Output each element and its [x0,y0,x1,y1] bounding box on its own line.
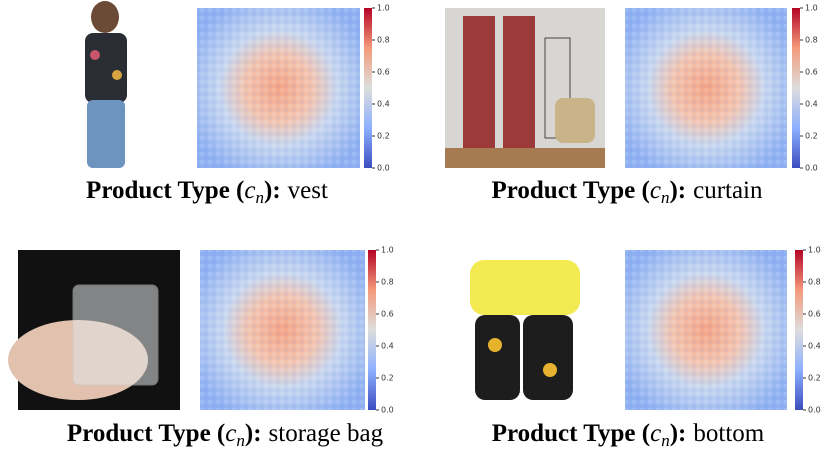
colorbar-tick-label: 0.6 [805,68,818,77]
caption-label: Product Type ( [86,177,244,204]
caption-value: curtain [693,177,763,204]
colorbar-tick-label: 0.2 [377,132,390,141]
panel: 0.0 0.2 0.4 0.6 0.8 1.0 Product Type (cn): curt… [445,4,818,207]
heatmap-texture [197,8,360,168]
pants-right [523,315,573,400]
caption: Product Type (cn): curtain [491,177,763,207]
curtain-left [463,16,495,148]
caption-suffix: ): [669,177,686,204]
colorbar-tick-label: 0.2 [381,374,394,383]
colorbar [792,8,800,168]
vest-flower [90,50,100,60]
colorbar-tick-label: 0.4 [381,342,394,351]
pants-left [475,315,520,400]
panel: 0.0 0.2 0.4 0.6 0.8 1.0 Product Type (cn): stor… [8,246,394,450]
colorbar-tick-label: 0.8 [805,36,818,45]
caption-suffix: ): [245,420,262,447]
caption-value: vest [288,177,328,204]
caption-subscript: n [661,188,670,207]
caption-value: bottom [693,420,764,447]
heatmap-texture [625,250,787,410]
caption-suffix: ): [670,420,687,447]
heatmap-texture [625,8,787,168]
armchair [555,98,595,143]
colorbar-tick-label: 0.0 [377,164,390,173]
vest-head [91,1,119,33]
caption-label: Product Type ( [67,420,225,447]
caption-subscript: n [236,431,245,450]
colorbar-tick-label: 0.6 [377,68,390,77]
sunflower [543,363,557,377]
room-floor [445,148,605,168]
vest-flower [112,70,122,80]
colorbar-tick-label: 1.0 [808,246,821,255]
panel: 0.0 0.2 0.4 0.6 0.8 1.0 Product Type (cn): bott… [470,246,821,450]
colorbar [795,250,803,410]
sunflower [488,338,502,352]
caption-symbol: c [650,420,661,447]
caption-symbol: c [225,420,236,447]
curtain-right [503,16,535,148]
colorbar [364,8,372,168]
caption: Product Type (cn): storage bag [67,420,384,450]
shirt [470,260,580,315]
colorbar-tick-label: 0.0 [381,406,394,415]
vest-jeans [87,100,125,168]
caption: Product Type (cn): bottom [492,420,765,450]
colorbar-tick-label: 0.4 [377,100,390,109]
caption-suffix: ): [264,177,281,204]
colorbar-tick-label: 1.0 [381,246,394,255]
colorbar-tick-label: 1.0 [805,4,818,13]
caption-label: Product Type ( [492,420,650,447]
heatmap-texture [200,250,365,410]
colorbar-tick-label: 0.4 [808,342,821,351]
colorbar-tick-label: 0.0 [808,406,821,415]
caption-label: Product Type ( [491,177,649,204]
colorbar-tick-label: 0.2 [805,132,818,141]
colorbar [368,250,376,410]
colorbar-tick-label: 1.0 [377,4,390,13]
caption-symbol: c [244,177,255,204]
colorbar-tick-label: 0.8 [377,36,390,45]
panel: 0.0 0.2 0.4 0.6 0.8 1.0 Product Type (cn): vest [85,1,390,207]
colorbar-tick-label: 0.4 [805,100,818,109]
bag [72,284,159,386]
colorbar-tick-label: 0.2 [808,374,821,383]
caption-value: storage bag [269,420,384,447]
colorbar-tick-label: 0.6 [808,310,821,319]
caption-subscript: n [256,188,265,207]
colorbar-tick-label: 0.8 [808,278,821,287]
caption-subscript: n [661,431,670,450]
caption: Product Type (cn): vest [86,177,328,207]
vest-body [85,33,127,103]
colorbar-tick-label: 0.6 [381,310,394,319]
colorbar-tick-label: 0.8 [381,278,394,287]
caption-symbol: c [650,177,661,204]
colorbar-tick-label: 0.0 [805,164,818,173]
